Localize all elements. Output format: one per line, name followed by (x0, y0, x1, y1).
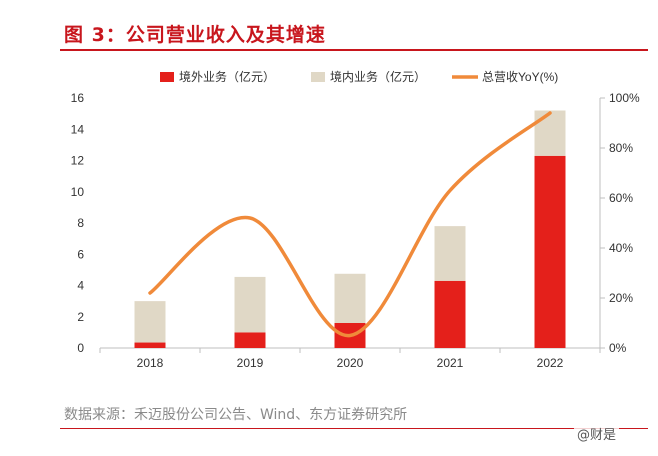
y2-tick-label: 60% (609, 191, 633, 205)
bar-overseas (234, 332, 266, 348)
legend-label-yoy: 总营收YoY(%) (482, 70, 558, 84)
bar-series (134, 110, 566, 348)
y2-tick-label: 80% (609, 141, 633, 155)
bar-domestic (234, 276, 266, 333)
y-tick-label: 4 (77, 279, 84, 293)
bar-overseas (534, 155, 566, 348)
yoy-line-series (148, 111, 552, 338)
y2-tick-label: 20% (609, 291, 633, 305)
bottom-divider (60, 428, 648, 429)
bar-domestic (434, 226, 466, 281)
y-tick-label: 14 (71, 122, 85, 136)
y-tick-label: 10 (71, 185, 85, 199)
x-tick-label: 2022 (537, 356, 564, 370)
y-tick-label: 6 (77, 247, 84, 261)
legend-swatch-overseas (160, 72, 174, 82)
legend-swatch-domestic (311, 72, 325, 82)
figure-title: 图 3：公司营业收入及其增速 (64, 24, 326, 46)
bar-overseas (134, 342, 166, 348)
x-tick-label: 2021 (437, 356, 464, 370)
bar-overseas (434, 280, 466, 348)
x-tick-label: 2020 (337, 356, 364, 370)
title-divider (60, 49, 648, 51)
y2-tick-label: 40% (609, 241, 633, 255)
y-tick-label: 8 (77, 216, 84, 230)
legend: 境外业务（亿元） 境内业务（亿元） 总营收YoY(%) (160, 69, 558, 84)
y-tick-label: 0 (77, 341, 84, 355)
bar-domestic (334, 273, 366, 323)
y2-tick-label: 100% (609, 91, 640, 105)
y-tick-label: 2 (77, 310, 84, 324)
x-tick-label: 2018 (137, 356, 164, 370)
legend-label-overseas: 境外业务（亿元） (179, 69, 275, 84)
bar-domestic (134, 301, 166, 343)
x-tick-label: 2019 (237, 356, 264, 370)
legend-label-domestic: 境内业务（亿元） (330, 69, 426, 84)
y2-tick-label: 0% (609, 341, 627, 355)
axes: 2018 2019 2020 2021 2022 0 2 4 6 8 10 12 14 16 0% 20% 40… (71, 91, 640, 370)
y-tick-label: 16 (71, 91, 85, 105)
watermark: @财是 (574, 423, 620, 444)
bar-domestic (534, 110, 566, 156)
source-note: 数据来源：禾迈股份公司公告、Wind、东方证券研究所 (64, 407, 408, 423)
y-tick-label: 12 (71, 154, 85, 168)
